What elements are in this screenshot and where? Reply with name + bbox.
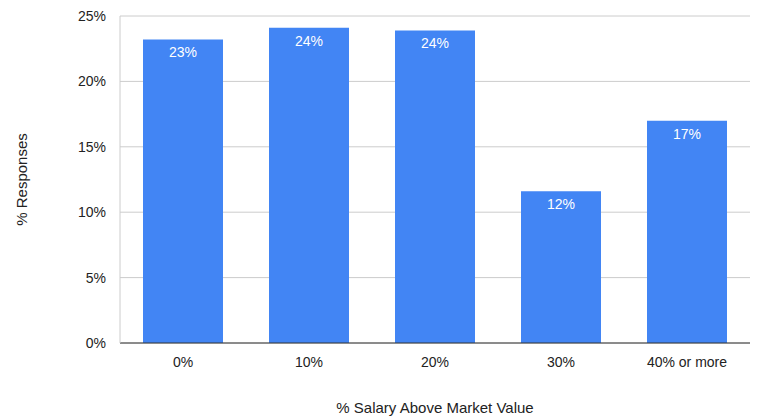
svg-text:0%: 0% (173, 354, 193, 370)
svg-text:17%: 17% (673, 126, 701, 142)
svg-text:5%: 5% (86, 270, 106, 286)
svg-text:10%: 10% (295, 354, 323, 370)
svg-text:% Salary Above Market Value: % Salary Above Market Value (336, 399, 533, 416)
svg-text:25%: 25% (78, 8, 106, 24)
svg-text:15%: 15% (78, 139, 106, 155)
svg-text:20%: 20% (421, 354, 449, 370)
svg-text:0%: 0% (86, 335, 106, 351)
svg-text:24%: 24% (295, 33, 323, 49)
svg-text:10%: 10% (78, 204, 106, 220)
svg-text:24%: 24% (421, 35, 449, 51)
svg-text:% Responses: % Responses (13, 133, 30, 226)
svg-text:23%: 23% (169, 44, 197, 60)
svg-text:12%: 12% (547, 196, 575, 212)
svg-text:30%: 30% (547, 354, 575, 370)
svg-text:40% or more: 40% or more (647, 354, 727, 370)
svg-text:20%: 20% (78, 73, 106, 89)
